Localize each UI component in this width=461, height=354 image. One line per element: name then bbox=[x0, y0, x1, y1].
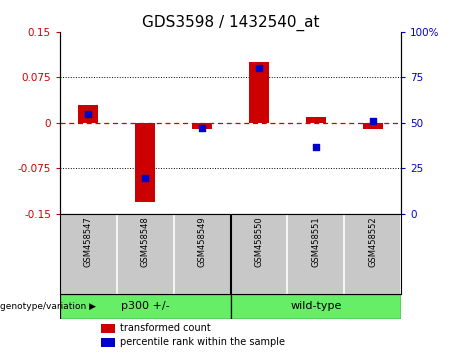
Text: GSM458551: GSM458551 bbox=[311, 216, 320, 267]
Title: GDS3598 / 1432540_at: GDS3598 / 1432540_at bbox=[142, 14, 319, 30]
Bar bbox=[192, 123, 212, 129]
Text: GSM458550: GSM458550 bbox=[254, 216, 263, 267]
Text: p300 +/-: p300 +/- bbox=[121, 301, 170, 312]
Text: GSM458548: GSM458548 bbox=[141, 216, 150, 267]
Text: GSM458547: GSM458547 bbox=[84, 216, 93, 267]
Bar bbox=[230, 293, 401, 319]
Point bbox=[142, 175, 149, 180]
Bar bbox=[135, 123, 155, 202]
Bar bbox=[101, 324, 114, 333]
Text: transformed count: transformed count bbox=[119, 323, 210, 333]
Text: genotype/variation ▶: genotype/variation ▶ bbox=[0, 302, 96, 311]
Text: percentile rank within the sample: percentile rank within the sample bbox=[119, 337, 284, 347]
Bar bbox=[249, 62, 269, 123]
Bar bbox=[101, 338, 114, 347]
Text: wild-type: wild-type bbox=[290, 301, 342, 312]
Bar bbox=[60, 293, 230, 319]
Point bbox=[255, 65, 263, 71]
Point bbox=[312, 144, 319, 149]
Text: GSM458549: GSM458549 bbox=[198, 216, 207, 267]
Point bbox=[369, 118, 376, 124]
Point bbox=[85, 111, 92, 116]
Bar bbox=[78, 105, 98, 123]
Text: GSM458552: GSM458552 bbox=[368, 216, 377, 267]
Bar bbox=[363, 123, 383, 129]
Point bbox=[198, 126, 206, 131]
Bar bbox=[306, 117, 326, 123]
